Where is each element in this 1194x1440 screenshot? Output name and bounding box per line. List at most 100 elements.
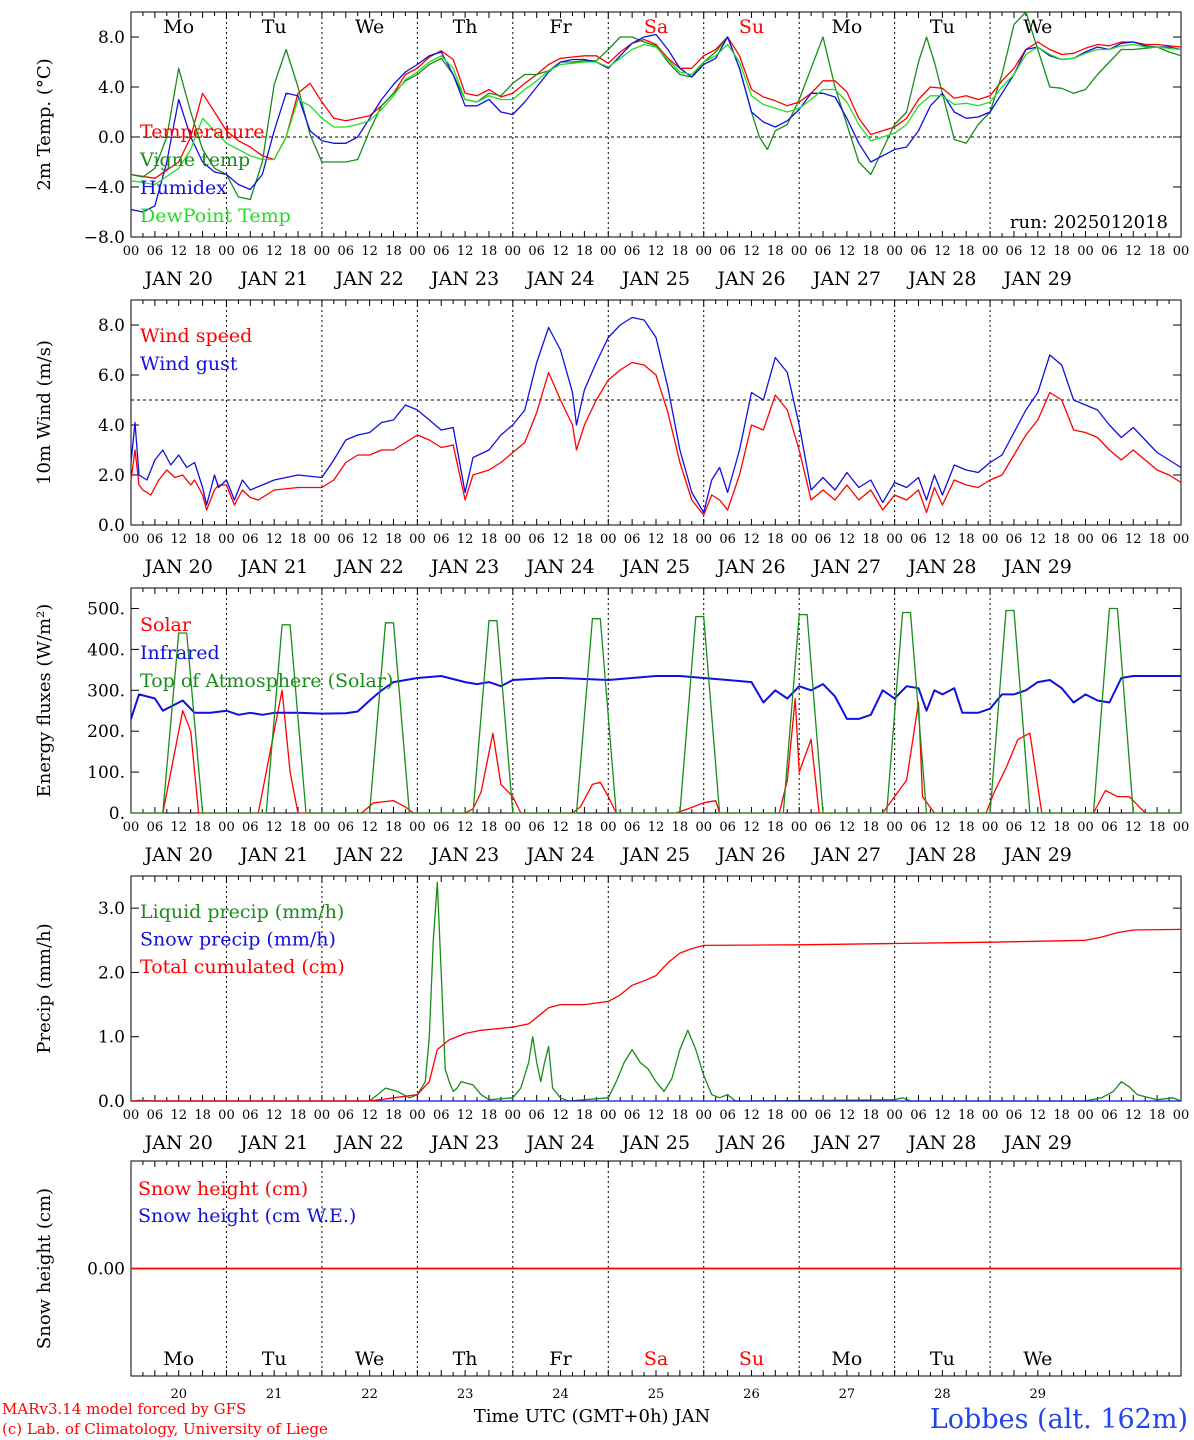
chart-3-hour-label: 18 [385,820,402,835]
chart-4-hour-label: 12 [1030,1108,1047,1123]
chart-4-legend-3: Total cumulated (cm) [140,956,345,978]
chart-4-legend-1: Liquid precip (mm/h) [140,901,344,923]
chart-2-date-label: JAN 27 [811,556,881,578]
chart-3-y-tick-label: 300. [87,681,125,701]
chart-2-frame [130,299,1182,526]
chart-4-hour-label: 06 [624,1108,641,1123]
chart-1-hour-label: 18 [672,244,689,259]
chart-3-series-2-line [130,675,1181,720]
chart-3-series-3-line [131,607,1181,814]
chart-4-hour-label: 06 [1101,1108,1118,1123]
chart-1-date-label: JAN 28 [906,268,976,290]
chart-1-hour-label: 00 [791,244,808,259]
chart-1-date-label: JAN 22 [334,268,404,290]
chart-5-y-axis-label: Snow height (cm) [34,1188,55,1349]
chart-3-hour-label: 12 [1125,820,1142,835]
chart-1-date-label: JAN 23 [429,268,499,290]
chart-3-hour-label: 00 [1173,820,1190,835]
chart-1-hour-label: 12 [170,244,187,259]
chart-2-y-tick-label: 2.0 [98,466,125,486]
day-number-label: 25 [648,1387,665,1402]
chart-2-date-label: JAN 23 [429,556,499,578]
chart-2-hour-label: 00 [791,532,808,547]
day-number-label: 27 [839,1387,856,1402]
chart-1-hour-label: 18 [1053,244,1070,259]
weekday-label-bottom: We [1023,1348,1052,1370]
chart-1-date-label: JAN 25 [620,268,690,290]
chart-4-series-3-line [131,928,1182,1102]
chart-2-hour-label: 00 [1173,532,1190,547]
chart-1-hour-label: 00 [886,244,903,259]
chart-3-y-tick-label: 400. [87,640,125,660]
chart-4-hour-label: 00 [314,1108,331,1123]
chart-4-hour-label: 18 [862,1108,879,1123]
chart-2-hour-label: 12 [839,532,856,547]
chart-3-hour-label: 00 [505,820,522,835]
chart-1-hour-label: 06 [624,244,641,259]
chart-3-date-label: JAN 24 [524,844,594,866]
weekday-label-bottom: Mo [831,1348,862,1370]
weekday-label-top: Tu [262,16,287,38]
chart-1-hour-label: 00 [123,244,140,259]
chart-2-legend-2: Wind gust [140,353,238,375]
chart-2-y-tick-label: 6.0 [98,366,125,386]
chart-2-hour-label: 18 [1149,532,1166,547]
chart-4-hour-label: 12 [266,1108,283,1123]
chart-2-hour-label: 12 [361,532,378,547]
chart-3-legend-2: Infrared [140,642,220,664]
chart-4-hour-label: 12 [743,1108,760,1123]
day-number-label: 26 [743,1387,760,1402]
weekday-label-top: Th [453,16,478,38]
chart-4-hour-label: 18 [576,1108,593,1123]
chart-2-y-tick-label: 0.0 [98,516,125,536]
chart-1-hour-label: 12 [839,244,856,259]
chart-3-hour-label: 00 [123,820,140,835]
chart-3-hour-label: 18 [290,820,307,835]
chart-1-hour-label: 18 [958,244,975,259]
chart-4-date-label: JAN 23 [429,1132,499,1154]
chart-2-hour-label: 00 [409,532,426,547]
chart-1-hour-label: 12 [266,244,283,259]
chart-1-hour-label: 06 [719,244,736,259]
chart-1-date-label: JAN 21 [238,268,308,290]
chart-3-hour-label: 00 [600,820,617,835]
day-number-label: 22 [361,1387,378,1402]
chart-3-hour-label: 18 [481,820,498,835]
chart-1-y-tick-label: −4.0 [84,178,125,198]
day-number-label: 28 [934,1387,951,1402]
chart-3-hour-label: 06 [815,820,832,835]
chart-3-frame [130,587,1182,814]
chart-2-hour-label: 06 [719,532,736,547]
chart-3-hour-label: 00 [886,820,903,835]
chart-2-date-label: JAN 22 [334,556,404,578]
chart-3-y-tick-label: 500. [87,599,125,619]
chart-3-hour-label: 18 [767,820,784,835]
chart-1-hour-label: 18 [290,244,307,259]
chart-3-hour-label: 12 [743,820,760,835]
chart-2-date-label: JAN 26 [715,556,785,578]
chart-2-y-tick-label: 8.0 [98,316,125,336]
chart-4-date-label: JAN 22 [334,1132,404,1154]
chart-3-hour-label: 18 [194,820,211,835]
weekday-label-bottom: Su [739,1348,764,1370]
chart-2-hour-label: 00 [982,532,999,547]
chart-4-hour-label: 00 [982,1108,999,1123]
chart-2-hour-label: 00 [886,532,903,547]
weekday-label-top: Sa [644,16,668,38]
chart-3-hour-label: 06 [910,820,927,835]
chart-1-hour-label: 00 [1077,244,1094,259]
day-number-label: 20 [170,1387,187,1402]
chart-3-hour-label: 06 [719,820,736,835]
weekday-label-top: Mo [163,16,194,38]
chart-4-hour-label: 06 [528,1108,545,1123]
chart-3-date-label: JAN 29 [1002,844,1072,866]
chart-1-hour-label: 06 [910,244,927,259]
chart-4-hour-label: 06 [337,1108,354,1123]
chart-2-hour-label: 12 [934,532,951,547]
chart-3-date-label: JAN 25 [620,844,690,866]
chart-4-date-label: JAN 20 [143,1132,213,1154]
weekday-label-top: Mo [831,16,862,38]
chart-3-hour-label: 12 [170,820,187,835]
chart-1-hour-label: 00 [695,244,712,259]
chart-3-hour-label: 06 [147,820,164,835]
